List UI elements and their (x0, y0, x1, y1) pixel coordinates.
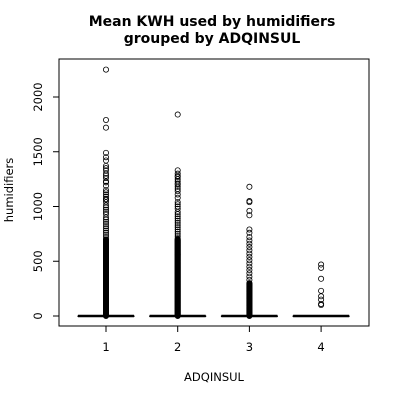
outlier-point (174, 224, 181, 231)
outlier-point (103, 206, 110, 213)
outlier-point (246, 253, 253, 260)
x-axis-label: ADQINSUL (184, 370, 244, 384)
outlier-point (174, 173, 181, 180)
outlier-point (103, 149, 110, 156)
outlier-point (103, 182, 110, 189)
x-tick-label: 4 (317, 340, 324, 354)
plot-frame (58, 58, 370, 327)
outlier-point (174, 226, 181, 233)
outlier-point (103, 227, 110, 234)
outlier-point (103, 154, 110, 161)
outlier-point (103, 229, 110, 236)
chart-title-line-1: Mean KWH used by humidifiers (89, 14, 336, 30)
outlier-point (103, 221, 110, 228)
chart-title-line-2: grouped by ADQINSUL (124, 31, 301, 47)
outlier-point (246, 240, 253, 247)
x-axis: 1 2 3 4 (102, 326, 325, 354)
outlier-point (246, 237, 253, 244)
outlier-point (246, 183, 253, 190)
outlier-point (103, 116, 110, 123)
outlier-point (103, 236, 110, 243)
box-group-4 (292, 261, 350, 318)
outlier-point (103, 234, 110, 241)
outlier-point (246, 247, 253, 254)
outlier-point (246, 234, 253, 241)
outlier-point (246, 244, 253, 251)
outlier-point (318, 261, 325, 268)
y-tick-label: 2000 (31, 82, 45, 111)
x-tick-label: 1 (102, 340, 109, 354)
outlier-point (174, 230, 181, 237)
outlier-point (103, 189, 110, 196)
box-group-2 (149, 111, 207, 319)
outlier-point (174, 181, 181, 188)
outlier-point (318, 264, 325, 271)
outlier-point (246, 229, 253, 236)
x-tick-label: 3 (246, 340, 253, 354)
outlier-point (174, 235, 181, 242)
outlier-point (174, 228, 181, 235)
outlier-point (174, 194, 181, 201)
outlier-point (246, 267, 253, 274)
outlier-point (174, 222, 181, 229)
outlier-point (103, 214, 110, 221)
outlier-point (174, 208, 181, 215)
y-tick-label: 500 (31, 250, 45, 272)
y-tick-label: 1500 (31, 137, 45, 166)
outlier-point (246, 207, 253, 214)
outlier-point (246, 273, 253, 280)
outlier-point (103, 204, 110, 211)
y-tick-label: 0 (31, 312, 45, 319)
outlier-point (174, 199, 181, 206)
y-axis: 0 500 1000 1500 2000 (31, 82, 59, 320)
outlier-point (246, 226, 253, 233)
outlier-point (174, 188, 181, 195)
outlier-point (174, 215, 181, 222)
outlier-point (103, 124, 110, 131)
outlier-point (174, 213, 181, 220)
outlier-point (174, 211, 181, 218)
outlier-point (174, 219, 181, 226)
outlier-point (103, 225, 110, 232)
outlier-point (103, 231, 110, 238)
outlier-point (174, 233, 181, 240)
outlier-point (246, 280, 253, 287)
y-tick-label: 1000 (31, 192, 45, 221)
y-axis-label: humidifiers (2, 158, 16, 223)
outlier-point (246, 270, 253, 277)
outlier-point (103, 202, 110, 209)
outlier-point (174, 191, 181, 198)
outlier-point (246, 263, 253, 270)
box-group-3 (220, 183, 278, 319)
outlier-point (174, 111, 181, 118)
outlier-point (103, 162, 110, 169)
outlier-point (103, 175, 110, 182)
outlier-point (246, 250, 253, 257)
outlier-point (103, 216, 110, 223)
outlier-point (103, 187, 110, 194)
outlier-point (103, 179, 110, 186)
outlier-point (246, 260, 253, 267)
outlier-point (103, 66, 110, 73)
outlier-point (246, 257, 253, 264)
outlier-point (174, 217, 181, 224)
outlier-point (174, 183, 181, 190)
outlier-point (103, 223, 110, 230)
outlier-point (318, 302, 325, 309)
outlier-point (318, 293, 325, 300)
box-groups (77, 66, 350, 319)
outlier-point (246, 212, 253, 219)
outlier-point (174, 201, 181, 208)
x-tick-label: 2 (174, 340, 181, 354)
outlier-point (103, 218, 110, 225)
outlier-point (103, 170, 110, 177)
outlier-point (246, 276, 253, 283)
box-group-1 (77, 66, 135, 319)
outlier-point (318, 275, 325, 282)
outlier-point (246, 199, 253, 206)
